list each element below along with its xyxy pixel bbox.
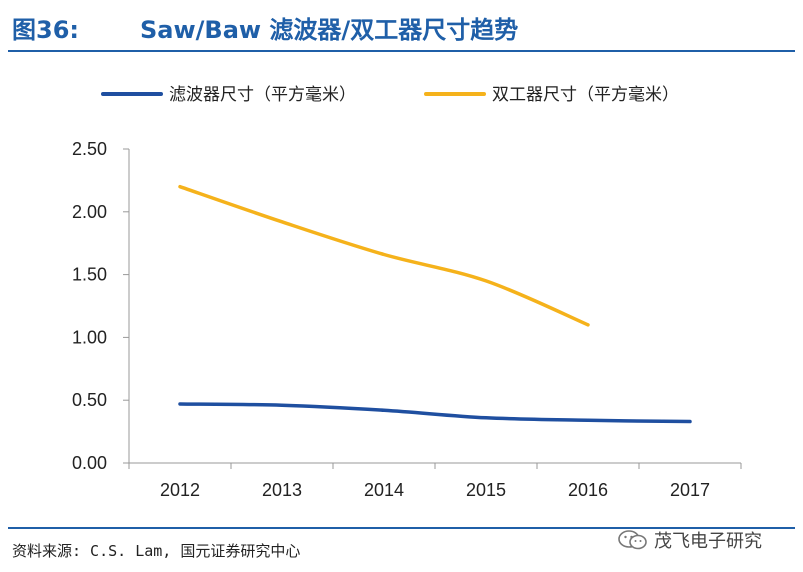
x-tick-label: 2017 [670, 480, 710, 500]
watermark-text: 茂飞电子研究 [654, 531, 762, 552]
legend-label: 滤波器尺寸（平方毫米） [169, 85, 356, 105]
y-tick-label: 1.50 [72, 265, 107, 285]
figure-header: 图36: Saw/Baw 滤波器/双工器尺寸趋势 [0, 0, 803, 50]
y-tick-label: 2.00 [72, 202, 107, 222]
data-point [383, 409, 385, 411]
data-point [485, 280, 487, 282]
header-divider [8, 50, 795, 52]
data-point [281, 404, 283, 406]
data-point [179, 186, 181, 188]
data-point [383, 254, 385, 256]
data-point [689, 421, 691, 423]
x-tick-label: 2013 [262, 480, 302, 500]
data-point [587, 324, 589, 326]
figure-label: 图36: [12, 16, 79, 44]
y-tick-label: 2.50 [72, 139, 107, 159]
legend-label: 双工器尺寸（平方毫米） [492, 85, 679, 105]
data-point [179, 403, 181, 405]
series-line-2 [178, 184, 590, 327]
y-tick-label: 0.50 [72, 390, 107, 410]
source-note: 资料来源: C.S. Lam, 国元证券研究中心 [12, 542, 301, 560]
x-tick-label: 2014 [364, 480, 404, 500]
line-chart: 0.00 0.50 1.00 1.50 2.00 2.50 2012 2013 2014 2015… [72, 85, 742, 500]
footer-divider [8, 527, 795, 529]
series-line-1 [178, 402, 692, 424]
data-point [587, 419, 589, 421]
y-tick-label: 0.00 [72, 453, 107, 473]
data-point [485, 417, 487, 419]
x-tick-label: 2016 [568, 480, 608, 500]
y-tick-label: 1.00 [72, 327, 107, 347]
x-tick-label: 2012 [160, 480, 200, 500]
x-tick-label: 2015 [466, 480, 506, 500]
wechat-icon [618, 530, 647, 550]
data-point [281, 221, 283, 223]
watermark: 茂飞电子研究 [618, 526, 762, 554]
chart-title: Saw/Baw 滤波器/双工器尺寸趋势 [140, 16, 519, 44]
